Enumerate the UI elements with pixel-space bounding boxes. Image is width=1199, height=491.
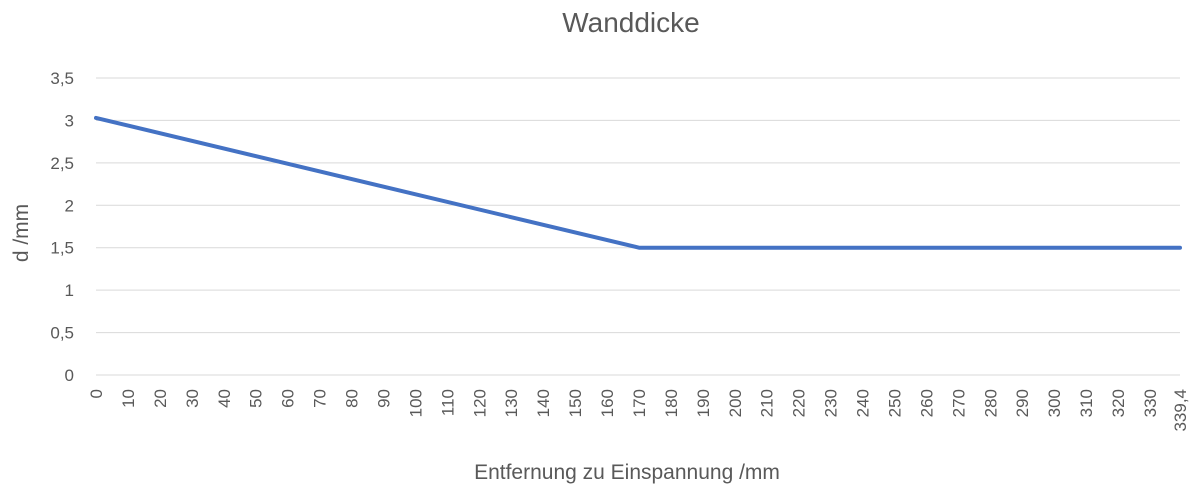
x-tick-label: 60 bbox=[279, 389, 298, 408]
x-tick-label: 70 bbox=[311, 389, 330, 408]
x-tick-label: 20 bbox=[151, 389, 170, 408]
y-tick-label: 0,5 bbox=[50, 324, 74, 343]
x-tick-label: 170 bbox=[630, 389, 649, 417]
x-tick-label: 220 bbox=[790, 389, 809, 417]
x-tick-label: 339,4 bbox=[1171, 389, 1190, 432]
x-axis-label: Entfernung zu Einspannung /mm bbox=[474, 461, 780, 484]
x-tick-label: 200 bbox=[726, 389, 745, 417]
x-tick-label: 240 bbox=[854, 389, 873, 417]
x-tick-label: 210 bbox=[758, 389, 777, 417]
series-line-0 bbox=[94, 115, 1182, 250]
x-tick-label: 100 bbox=[406, 389, 425, 417]
x-tick-label: 30 bbox=[183, 389, 202, 408]
x-tick-label: 310 bbox=[1077, 389, 1096, 417]
x-tick-label: 300 bbox=[1045, 389, 1064, 417]
x-tick-label: 10 bbox=[119, 389, 138, 408]
y-tick-label: 1,5 bbox=[50, 239, 74, 258]
x-tick-label: 130 bbox=[502, 389, 521, 417]
x-tick-label: 190 bbox=[694, 389, 713, 417]
y-tick-label: 3 bbox=[65, 111, 74, 130]
x-tick-label: 120 bbox=[470, 389, 489, 417]
y-axis-label: d /mm bbox=[10, 204, 33, 262]
y-tick-label: 0 bbox=[65, 366, 74, 385]
x-tick-label: 330 bbox=[1141, 389, 1160, 417]
x-tick-label: 280 bbox=[981, 389, 1000, 417]
y-axis-ticks: 0 0,5 1 1,5 2 2,5 3 3,5 bbox=[50, 69, 74, 385]
x-tick-label: 160 bbox=[598, 389, 617, 417]
x-tick-label: 80 bbox=[343, 389, 362, 408]
x-tick-label: 270 bbox=[949, 389, 968, 417]
x-tick-label: 290 bbox=[1013, 389, 1032, 417]
x-tick-label: 50 bbox=[247, 389, 266, 408]
x-axis-ticks: 0 10 20 30 40 50 60 70 80 90 100 110 120 130 140 150 160… bbox=[87, 389, 1190, 432]
gridlines bbox=[96, 77, 1180, 376]
x-tick-label: 180 bbox=[662, 389, 681, 417]
x-tick-label: 230 bbox=[822, 389, 841, 417]
x-tick-label: 260 bbox=[917, 389, 936, 417]
x-tick-label: 90 bbox=[374, 389, 393, 408]
x-tick-label: 320 bbox=[1109, 389, 1128, 417]
y-tick-label: 2 bbox=[65, 196, 74, 215]
y-tick-label: 1 bbox=[65, 281, 74, 300]
x-tick-label: 250 bbox=[885, 389, 904, 417]
y-tick-label: 2,5 bbox=[50, 154, 74, 173]
x-tick-label: 110 bbox=[438, 389, 457, 416]
x-tick-label: 140 bbox=[534, 389, 553, 417]
chart-title: Wanddicke bbox=[562, 7, 699, 38]
y-tick-label: 3,5 bbox=[50, 69, 74, 88]
x-tick-label: 0 bbox=[87, 389, 106, 398]
x-tick-label: 150 bbox=[566, 389, 585, 417]
x-tick-label: 40 bbox=[215, 389, 234, 408]
series-layer bbox=[94, 115, 1182, 250]
